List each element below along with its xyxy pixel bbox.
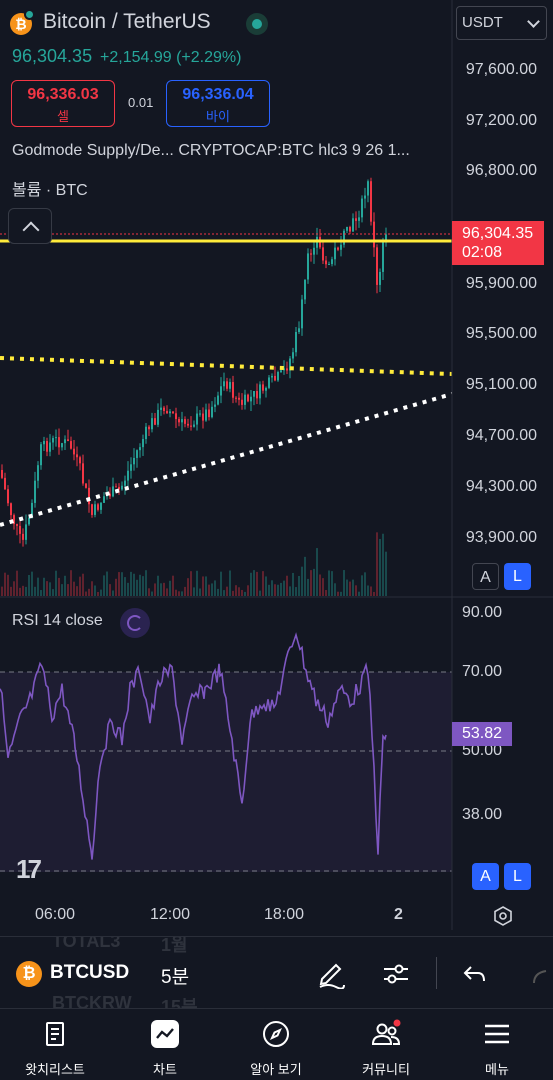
symbol-title[interactable]: Bitcoin / TetherUS bbox=[43, 10, 211, 33]
price-tick: 93,900.00 bbox=[465, 529, 537, 546]
time-tick: 12:00 bbox=[150, 906, 191, 923]
nav-label: 왓치리스트 bbox=[25, 1062, 85, 1077]
nav-label: 메뉴 bbox=[485, 1062, 509, 1077]
interval-selector[interactable]: 5분 bbox=[161, 967, 190, 988]
scroll-ghost-symbol: BTCKRW bbox=[52, 993, 132, 1008]
price-tick: 96,800.00 bbox=[465, 162, 537, 179]
rsi-log-scale-button[interactable]: L bbox=[504, 863, 531, 890]
nav-community[interactable]: 커뮤니티 bbox=[331, 1009, 441, 1080]
rsi-tick: 70.00 bbox=[462, 663, 503, 680]
nav-label: 커뮤니티 bbox=[362, 1062, 410, 1077]
price-tick: 97,200.00 bbox=[465, 112, 537, 129]
scroll-ghost-interval: 15분 bbox=[161, 997, 198, 1008]
price-tick: 94,700.00 bbox=[465, 427, 537, 444]
rsi-line bbox=[0, 632, 387, 860]
hexagon-settings-icon[interactable] bbox=[493, 906, 513, 926]
sliders-icon[interactable] bbox=[381, 959, 411, 989]
chart-icon bbox=[151, 1020, 179, 1048]
volume-legend[interactable]: 볼륨 · BTC bbox=[12, 182, 88, 199]
white-dotted-trendline bbox=[0, 392, 453, 527]
indicator-legend[interactable]: Godmode Supply/De... CRYPTOCAP:BTC hlc3 … bbox=[12, 142, 410, 159]
collapse-legend-button[interactable] bbox=[8, 208, 52, 244]
yellow-dotted-trendline bbox=[0, 356, 453, 376]
volume-bars bbox=[1, 532, 387, 596]
nav-label: 알아 보기 bbox=[250, 1062, 302, 1077]
bar-countdown: 02:08 bbox=[462, 244, 503, 261]
rsi-tick: 50.00 bbox=[462, 742, 503, 759]
exchange-badge-icon bbox=[24, 9, 35, 20]
time-tick: 18:00 bbox=[264, 906, 305, 923]
price-tick: 94,300.00 bbox=[465, 478, 537, 495]
sell-button[interactable]: 96,336.03 셀 bbox=[11, 80, 115, 127]
buy-label: 바이 bbox=[206, 109, 230, 124]
redo-icon[interactable] bbox=[530, 965, 553, 985]
rsi-current-tag: 53.82 bbox=[452, 722, 512, 746]
compass-icon bbox=[263, 1021, 289, 1047]
price-tick: 97,600.00 bbox=[465, 61, 537, 78]
chart-toolbar: TOTAL3 1월 BTCKRW 15분 ₿ BTCUSD 5분 bbox=[0, 936, 553, 1008]
current-price-tag: 96,304.35 02:08 bbox=[452, 221, 544, 265]
buy-price: 96,336.04 bbox=[182, 86, 254, 103]
rsi-legend[interactable]: RSI 14 close bbox=[12, 612, 103, 629]
nav-menu[interactable]: 메뉴 bbox=[442, 1009, 552, 1080]
bottom-navigation: 왓치리스트 차트 알아 보기 커뮤니티 메뉴 bbox=[0, 1008, 553, 1080]
rsi-tick: 90.00 bbox=[462, 604, 503, 621]
watchlist-icon bbox=[46, 1022, 64, 1046]
sell-price: 96,336.03 bbox=[27, 86, 99, 103]
undo-icon[interactable] bbox=[462, 963, 488, 985]
rsi-tick: 38.00 bbox=[462, 806, 503, 823]
price-tick: 95,500.00 bbox=[465, 325, 537, 342]
price-chart[interactable] bbox=[0, 0, 553, 930]
nav-label: 차트 bbox=[153, 1062, 177, 1077]
market-open-icon[interactable] bbox=[246, 13, 268, 35]
currency-select[interactable]: USDT bbox=[456, 6, 547, 40]
pencil-icon[interactable] bbox=[316, 957, 346, 989]
refresh-icon[interactable] bbox=[120, 608, 150, 638]
scroll-ghost-interval: 1월 bbox=[161, 936, 188, 955]
nav-chart[interactable]: 차트 bbox=[110, 1009, 220, 1080]
scroll-ghost-symbol: TOTAL3 bbox=[52, 936, 121, 951]
nav-watchlist[interactable]: 왓치리스트 bbox=[0, 1009, 110, 1080]
price-axis[interactable]: 97,600.00 97,200.00 96,800.00 95,900.00 … bbox=[452, 0, 553, 600]
last-price: 96,304.35 bbox=[12, 46, 93, 66]
symbol-header: ₿ Bitcoin / TetherUS 96,304.35 +2,154.99… bbox=[0, 0, 553, 199]
tradingview-logo-icon: 17 bbox=[16, 854, 42, 884]
rsi-auto-scale-button[interactable]: A bbox=[472, 863, 499, 890]
price-change: +2,154.99 (+2.29%) bbox=[100, 49, 242, 66]
time-tick: 06:00 bbox=[35, 906, 76, 923]
price-tick: 95,900.00 bbox=[465, 275, 537, 292]
spread-value: 0.01 bbox=[128, 95, 154, 110]
log-scale-button[interactable]: L bbox=[504, 563, 531, 590]
community-icon bbox=[371, 1019, 401, 1045]
candlesticks bbox=[1, 177, 387, 547]
current-price-value: 96,304.35 bbox=[462, 225, 534, 242]
sell-label: 셀 bbox=[57, 109, 69, 124]
menu-icon bbox=[485, 1024, 509, 1044]
currency-value: USDT bbox=[462, 14, 503, 31]
auto-scale-button[interactable]: A bbox=[472, 563, 499, 590]
bitcoin-icon: ₿ bbox=[16, 961, 42, 987]
nav-explore[interactable]: 알아 보기 bbox=[221, 1009, 331, 1080]
buy-button[interactable]: 96,336.04 바이 bbox=[166, 80, 270, 127]
time-tick: 2 bbox=[394, 906, 403, 923]
symbol-selector[interactable]: BTCUSD bbox=[50, 962, 130, 983]
price-tick: 95,100.00 bbox=[465, 376, 537, 393]
